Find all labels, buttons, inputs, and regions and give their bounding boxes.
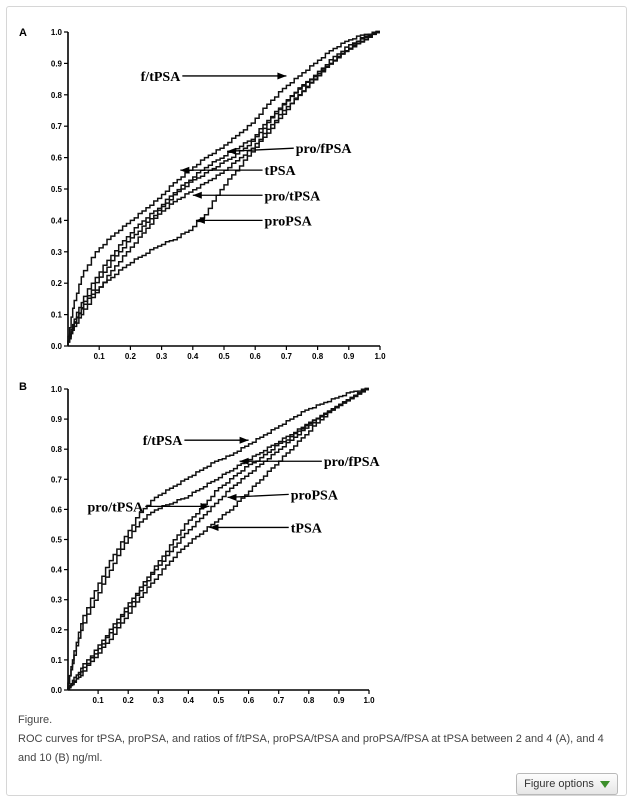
annotation-label: pro/fPSA (324, 455, 381, 470)
x-tick-label: 0.1 (93, 696, 105, 705)
y-tick-label: 0.5 (51, 536, 63, 545)
x-tick-label: 0.3 (153, 696, 165, 705)
annotation-label: proPSA (265, 214, 313, 229)
y-tick-label: 0.9 (51, 59, 63, 68)
y-tick-label: 0.6 (51, 154, 63, 163)
caption-label: Figure. (18, 714, 53, 726)
annotation-arrowhead-icon (239, 457, 249, 465)
roc-curve-tpsa (67, 388, 369, 690)
annotation-label: tPSA (265, 164, 297, 179)
y-tick-label: 0.0 (51, 342, 63, 351)
annotation-arrowhead-icon (209, 524, 219, 531)
y-tick-label: 0.7 (51, 475, 63, 484)
roc-curve-propsa (67, 388, 369, 690)
y-tick-label: 0.2 (51, 279, 63, 288)
figure-caption: Figure. ROC curves for tPSA, proPSA, and… (18, 711, 618, 768)
x-tick-label: 0.9 (333, 696, 345, 705)
y-tick-label: 0.1 (51, 656, 63, 665)
chart-b-plot: 0.1 0.2 0.3 0.4 0.5 0.6 0.7 0.8 0.9 1.0 0.0 0.1 0.2 0… (51, 385, 381, 705)
annotation-label: f/tPSA (143, 434, 184, 449)
x-tick-label: 0.4 (183, 696, 195, 705)
x-tick-label: 0.7 (281, 352, 293, 361)
annotation-label: proPSA (291, 488, 339, 503)
annotation-label: pro/tPSA (88, 500, 145, 515)
figure-options-label: Figure options (524, 778, 594, 790)
y-tick-label: 0.1 (51, 311, 63, 320)
annotation-label: tPSA (291, 521, 323, 536)
y-tick-label: 0.6 (51, 505, 63, 514)
x-tick-label: 0.8 (312, 352, 324, 361)
panel-a: A 0.1 0.2 0.3 0.4 0.5 0.6 0.7 0.8 0.9 1.00.00.10.… (19, 27, 386, 361)
x-tick-label: 0.4 (187, 352, 199, 361)
x-tick-label: 0.1 (94, 352, 106, 361)
panel-a-letter: A (19, 27, 27, 39)
panel-b: B 0.1 0.2 0.3 0.4 0.5 0.6 0.7 0.8 0.9 1.00.00.10.… (19, 381, 380, 705)
y-tick-label: 0.2 (51, 626, 63, 635)
annotation-arrowhead-icon (192, 191, 202, 199)
annotation-arrowhead-icon (227, 147, 237, 155)
x-tick-label: 1.0 (363, 696, 375, 705)
y-tick-label: 0.3 (51, 596, 63, 605)
annotation-arrow-line (227, 493, 289, 499)
y-tick-label: 0.8 (51, 445, 63, 454)
annotation-arrowhead-icon (180, 166, 190, 174)
x-tick-label: 0.2 (123, 696, 135, 705)
y-tick-label: 1.0 (51, 28, 63, 37)
roc-curve-f-tpsa (67, 388, 369, 690)
x-tick-label: 0.5 (213, 696, 225, 705)
caption-text: ROC curves for tPSA, proPSA, and ratios … (18, 733, 604, 764)
annotation-arrowhead-icon (227, 493, 237, 501)
annotation-label: f/tPSA (141, 70, 182, 85)
x-tick-label: 0.3 (156, 352, 168, 361)
roc-curve-pro-tpsa (67, 388, 369, 690)
x-tick-label: 0.5 (218, 352, 230, 361)
chart-a-plot: 0.1 0.2 0.3 0.4 0.5 0.6 0.7 0.8 0.9 1.0 0.0 0.1 0.2 0… (51, 28, 386, 361)
roc-figure: A 0.1 0.2 0.3 0.4 0.5 0.6 0.7 0.8 0.9 1.00.00.10.… (19, 27, 386, 705)
y-tick-label: 0.4 (51, 216, 63, 225)
x-tick-label: 0.7 (273, 696, 285, 705)
roc-curve-f-tpsa (67, 31, 380, 346)
y-tick-label: 0.9 (51, 415, 63, 424)
annotation-arrowhead-icon (200, 502, 210, 510)
y-tick-label: 0.8 (51, 91, 63, 100)
figure-options-button[interactable]: Figure options (516, 773, 618, 795)
panel-b-letter: B (19, 381, 27, 393)
x-tick-label: 1.0 (374, 352, 386, 361)
roc-curve-propsa (67, 31, 380, 346)
y-tick-label: 0.0 (51, 686, 63, 695)
y-tick-label: 0.3 (51, 248, 63, 257)
y-tick-label: 0.5 (51, 185, 63, 194)
annotation-arrowhead-icon (195, 216, 205, 224)
x-tick-label: 0.9 (343, 352, 355, 361)
x-tick-label: 0.6 (243, 696, 255, 705)
annotation-arrowhead-icon (277, 72, 287, 80)
roc-curve-pro-fpsa (67, 387, 369, 690)
triangle-down-icon (599, 780, 610, 788)
y-tick-label: 0.4 (51, 566, 63, 575)
annotation-arrow-line (227, 147, 294, 152)
x-tick-label: 0.2 (125, 352, 137, 361)
figure-frame (6, 6, 627, 796)
y-tick-label: 0.7 (51, 122, 63, 131)
annotation-arrowhead-icon (239, 436, 249, 444)
annotation-label: pro/tPSA (265, 189, 322, 204)
x-tick-label: 0.6 (250, 352, 262, 361)
annotation-label: pro/fPSA (296, 142, 353, 157)
y-tick-label: 1.0 (51, 385, 63, 394)
x-tick-label: 0.8 (303, 696, 315, 705)
